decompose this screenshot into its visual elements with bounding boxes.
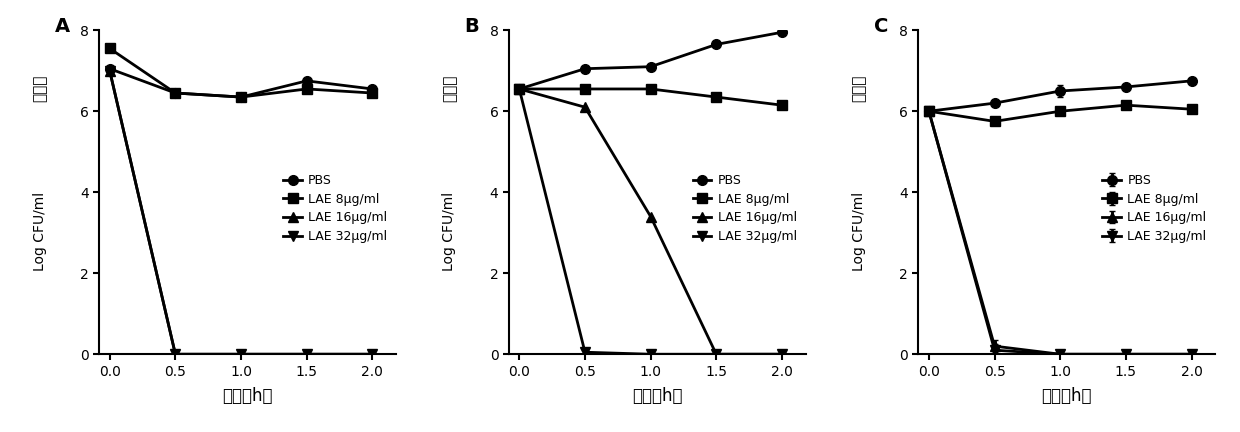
- X-axis label: 时间（h）: 时间（h）: [632, 387, 682, 405]
- PBS: [512, 86, 527, 92]
- LAE 16μg/ml: [167, 352, 182, 357]
- Text: 活菌量: 活菌量: [32, 75, 47, 102]
- LAE 32μg/ml: [709, 352, 724, 357]
- LAE 16μg/ml: [299, 352, 314, 357]
- LAE 16μg/ml: [365, 352, 379, 357]
- Legend: PBS, LAE 8μg/ml, LAE 16μg/ml, LAE 32μg/ml: PBS, LAE 8μg/ml, LAE 16μg/ml, LAE 32μg/m…: [1100, 172, 1209, 245]
- LAE 8μg/ml: [578, 86, 593, 92]
- Text: 活菌量: 活菌量: [441, 75, 456, 102]
- Text: Log CFU/ml: Log CFU/ml: [852, 191, 866, 271]
- LAE 32μg/ml: [775, 352, 790, 357]
- PBS: [644, 64, 658, 69]
- Line: LAE 16μg/ml: LAE 16μg/ml: [105, 66, 377, 359]
- LAE 16μg/ml: [775, 352, 790, 357]
- LAE 16μg/ml: [644, 214, 658, 219]
- LAE 32μg/ml: [578, 349, 593, 355]
- LAE 32μg/ml: [233, 352, 248, 357]
- Line: LAE 8μg/ml: LAE 8μg/ml: [515, 84, 787, 110]
- Line: LAE 32μg/ml: LAE 32μg/ml: [105, 66, 377, 359]
- Line: PBS: PBS: [515, 27, 787, 94]
- Legend: PBS, LAE 8μg/ml, LAE 16μg/ml, LAE 32μg/ml: PBS, LAE 8μg/ml, LAE 16μg/ml, LAE 32μg/m…: [280, 172, 389, 245]
- LAE 32μg/ml: [299, 352, 314, 357]
- PBS: [167, 90, 182, 95]
- LAE 16μg/ml: [578, 105, 593, 110]
- Text: 活菌量: 活菌量: [852, 75, 867, 102]
- PBS: [775, 30, 790, 35]
- Text: Log CFU/ml: Log CFU/ml: [443, 191, 456, 271]
- Text: A: A: [55, 17, 69, 36]
- Legend: PBS, LAE 8μg/ml, LAE 16μg/ml, LAE 32μg/ml: PBS, LAE 8μg/ml, LAE 16μg/ml, LAE 32μg/m…: [691, 172, 800, 245]
- X-axis label: 时间（h）: 时间（h）: [222, 387, 273, 405]
- Line: LAE 8μg/ml: LAE 8μg/ml: [105, 44, 377, 102]
- X-axis label: 时间（h）: 时间（h）: [1042, 387, 1092, 405]
- PBS: [233, 95, 248, 100]
- Text: Log CFU/ml: Log CFU/ml: [32, 191, 47, 271]
- PBS: [709, 42, 724, 47]
- LAE 16μg/ml: [512, 86, 527, 92]
- PBS: [102, 66, 117, 71]
- LAE 8μg/ml: [233, 95, 248, 100]
- LAE 8μg/ml: [512, 86, 527, 92]
- LAE 32μg/ml: [512, 86, 527, 92]
- LAE 16μg/ml: [709, 352, 724, 357]
- LAE 32μg/ml: [167, 352, 182, 357]
- PBS: [299, 78, 314, 83]
- Text: B: B: [464, 17, 479, 36]
- LAE 8μg/ml: [709, 95, 724, 100]
- LAE 8μg/ml: [775, 102, 790, 108]
- LAE 16μg/ml: [102, 68, 117, 73]
- PBS: [365, 86, 379, 92]
- PBS: [578, 66, 593, 71]
- Line: PBS: PBS: [105, 64, 377, 102]
- LAE 8μg/ml: [102, 46, 117, 51]
- LAE 16μg/ml: [233, 352, 248, 357]
- LAE 32μg/ml: [102, 68, 117, 73]
- LAE 32μg/ml: [365, 352, 379, 357]
- Line: LAE 16μg/ml: LAE 16μg/ml: [515, 84, 787, 359]
- Line: LAE 32μg/ml: LAE 32μg/ml: [515, 84, 787, 359]
- LAE 8μg/ml: [299, 86, 314, 92]
- LAE 32μg/ml: [644, 352, 658, 357]
- LAE 8μg/ml: [644, 86, 658, 92]
- Text: C: C: [874, 17, 888, 36]
- LAE 8μg/ml: [167, 90, 182, 95]
- LAE 8μg/ml: [365, 90, 379, 95]
